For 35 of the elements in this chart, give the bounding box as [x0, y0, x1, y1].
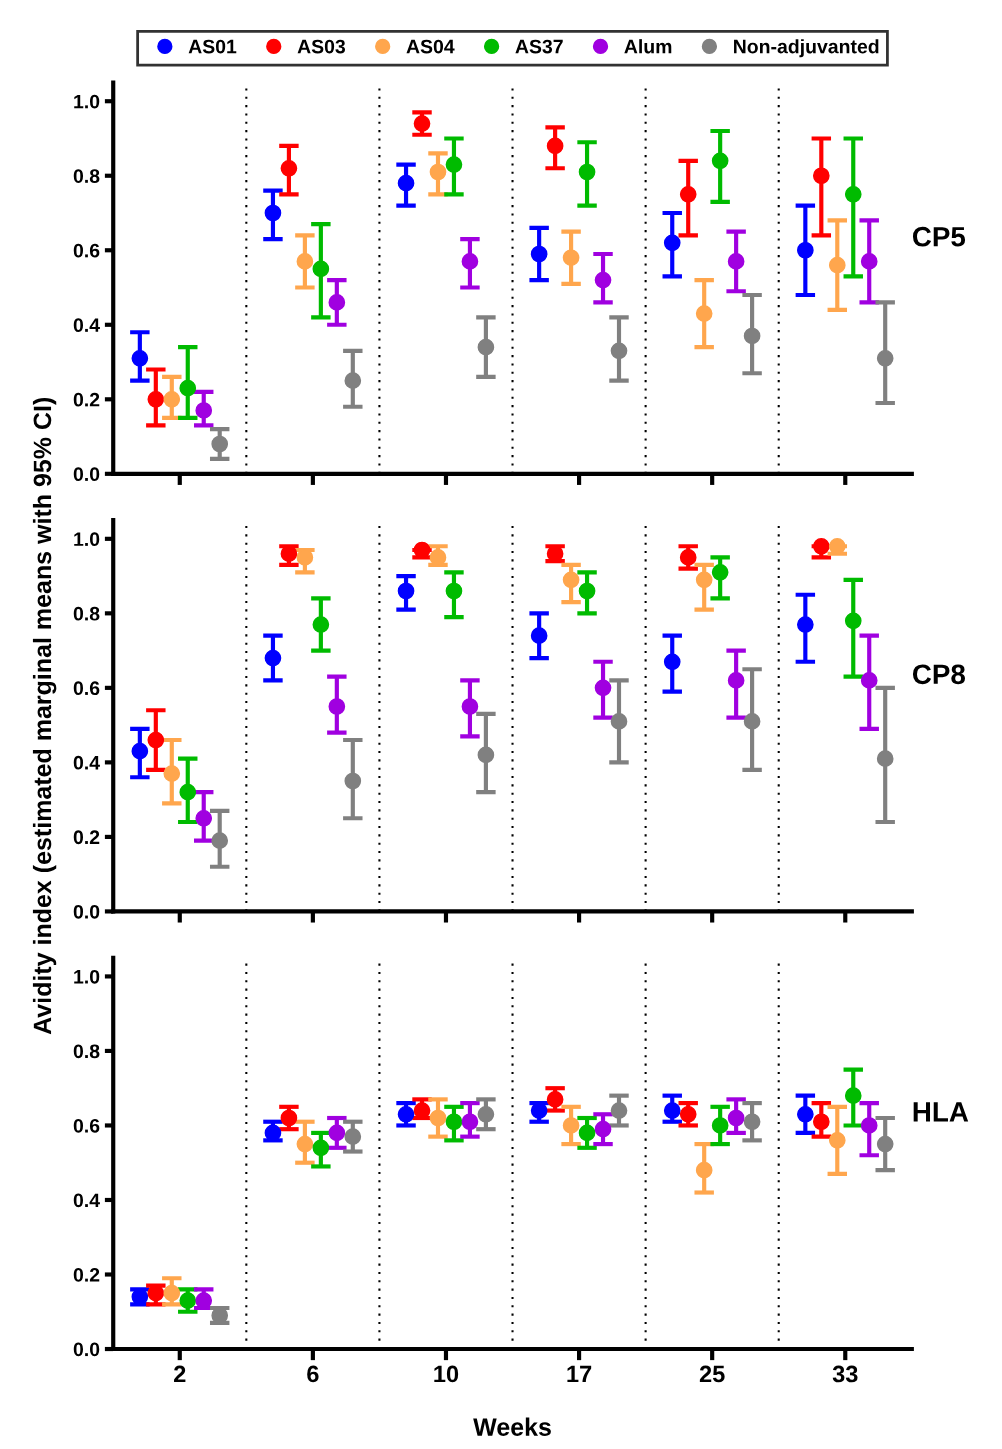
y-tick-label: 0.6 — [73, 681, 100, 696]
legend-label: AS01 — [188, 39, 237, 54]
y-tick-label: 0.6 — [73, 1118, 100, 1133]
legend-label: AS04 — [406, 39, 455, 54]
y-axis-title: Avidity index (estimated marginal means with 95% CI) — [32, 397, 57, 1035]
y-tick-label: 0.0 — [73, 1342, 100, 1357]
x-tick-label: 2 — [174, 1365, 186, 1383]
text: CP8 — [912, 664, 965, 685]
y-tick-label: 1.0 — [74, 94, 100, 109]
y-tick-label: 0.4 — [73, 755, 100, 770]
text: CP5 — [912, 226, 966, 247]
y-tick-label: 0.8 — [73, 1044, 100, 1059]
y-tick-label: 0.0 — [73, 904, 100, 919]
y-tick-label: 0.2 — [73, 830, 100, 845]
y-tick-label: 1.0 — [74, 969, 100, 984]
y-tick-label: 0.0 — [73, 467, 100, 482]
y-tick-label: 0.6 — [73, 243, 100, 258]
legend-label: AS37 — [515, 39, 563, 54]
x-tick-label: 17 — [567, 1365, 592, 1383]
text: HLA — [913, 1102, 969, 1122]
legend-label: AS03 — [297, 39, 346, 54]
legend-label: Non-adjuvanted — [734, 39, 879, 58]
x-tick-label: 10 — [434, 1365, 459, 1383]
x-axis-title: Weeks — [473, 1417, 551, 1436]
legend-label: Alum — [624, 39, 672, 54]
x-tick-label: 25 — [699, 1365, 725, 1383]
y-tick-label: 0.8 — [73, 169, 100, 183]
y-tick-label: 0.4 — [73, 318, 100, 333]
x-tick-label: 6 — [307, 1365, 319, 1383]
x-tick-label: 33 — [832, 1365, 858, 1383]
y-tick-label: 0.4 — [73, 1193, 100, 1208]
y-tick-label: 0.8 — [73, 606, 100, 621]
y-tick-label: 0.2 — [73, 1267, 100, 1282]
y-tick-label: 1.0 — [74, 532, 100, 547]
y-tick-label: 0.2 — [73, 392, 100, 407]
